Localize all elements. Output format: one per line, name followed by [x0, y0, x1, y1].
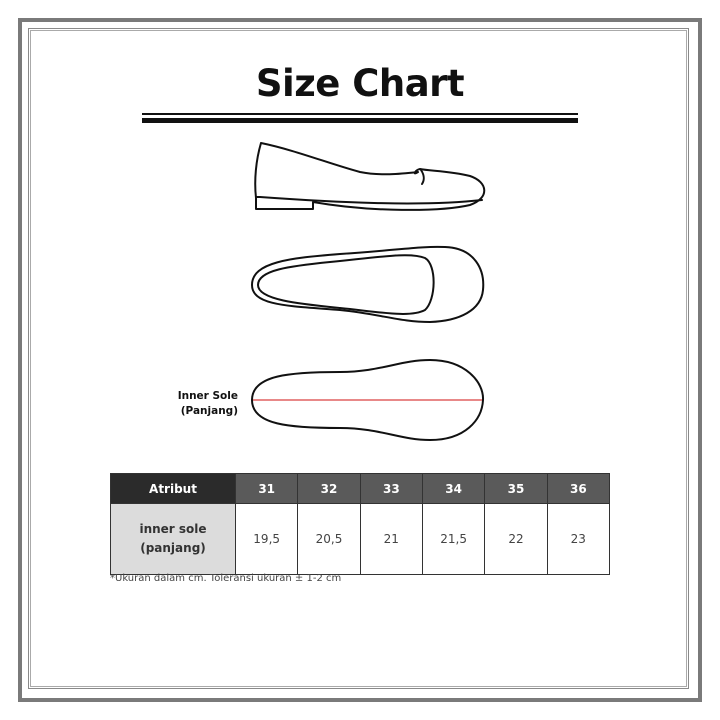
cell-value: 20,5	[297, 503, 361, 575]
inner-sole-label-line1: Inner Sole	[177, 390, 238, 402]
inner-sole-label-line2: (Panjang)	[180, 405, 238, 417]
title-rule-thick	[142, 118, 578, 123]
header-size-32: 32	[297, 473, 361, 504]
header-size-31: 31	[234, 473, 299, 504]
shoe-top-view-icon	[251, 245, 485, 323]
cell-value: 19,5	[234, 503, 299, 575]
tolerance-note: *Ukuran dalam cm. Toleransi ukuran ± 1-2…	[110, 573, 342, 584]
cell-value: 21	[359, 503, 423, 575]
size-table: Atribut 31 32 33 34 35 36 inner sole (pa…	[110, 473, 611, 575]
row-label-line2: (panjang)	[140, 541, 206, 555]
header-size-33: 33	[359, 473, 423, 504]
outer-frame	[18, 18, 702, 702]
inner-sole-outline-icon	[251, 359, 485, 441]
inner-sole-label: Inner Sole (Panjang)	[160, 389, 238, 419]
header-size-34: 34	[421, 473, 486, 504]
inner-frame	[28, 28, 689, 689]
table-header-row: Atribut 31 32 33 34 35 36	[110, 473, 611, 504]
cell-value: 23	[546, 503, 611, 575]
row-label: inner sole (panjang)	[110, 503, 236, 575]
shoe-side-view-icon	[254, 142, 486, 211]
cell-value: 21,5	[421, 503, 486, 575]
title-rule-thin	[142, 113, 578, 115]
cell-value: 22	[484, 503, 548, 575]
table-row: inner sole (panjang) 19,5 20,5 21 21,5 2…	[110, 503, 611, 575]
header-size-36: 36	[546, 473, 611, 504]
header-atribut: Atribut	[110, 473, 236, 504]
header-size-35: 35	[484, 473, 548, 504]
page-title: Size Chart	[255, 62, 465, 105]
row-label-line1: inner sole	[139, 522, 207, 536]
